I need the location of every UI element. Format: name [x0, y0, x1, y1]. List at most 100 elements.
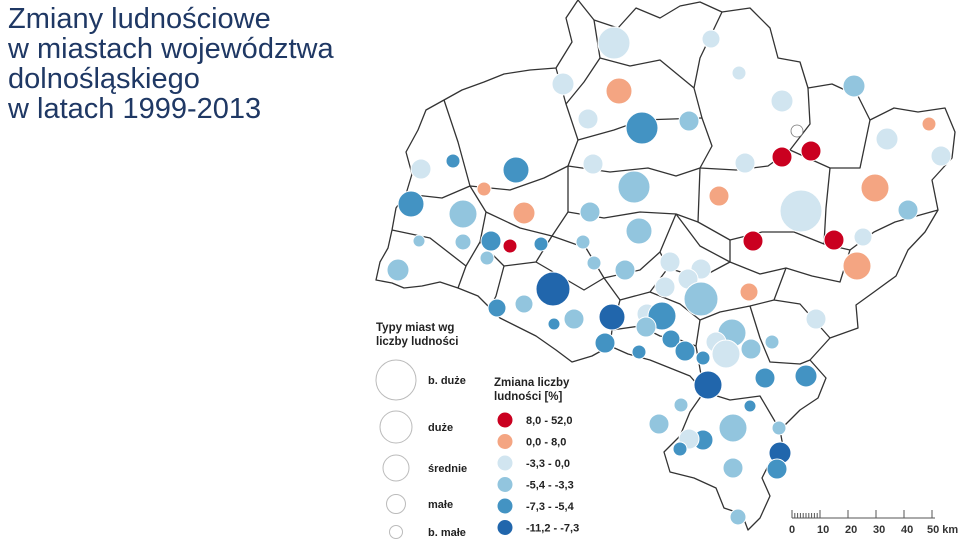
city-marker [823, 229, 845, 251]
legend-change-label: 8,0 - 52,0 [526, 415, 572, 427]
city-marker [930, 145, 952, 167]
city-marker [718, 413, 748, 443]
legend-change-swatch [496, 411, 514, 429]
legend-size-label: małe [428, 499, 453, 511]
city-marker [673, 397, 689, 413]
city-marker [454, 233, 472, 251]
city-marker [577, 108, 599, 130]
city-marker [794, 364, 818, 388]
legend-change-title-line: ludności [%] [494, 391, 563, 403]
legend-change-title-line: Zmiana liczby [494, 377, 570, 389]
city-marker [386, 258, 410, 282]
map-title-line: w latach 1999-2013 [8, 93, 262, 125]
map-title: Zmiany ludnościowe w miastach województw… [8, 4, 334, 124]
voivodeship-outline [375, 0, 956, 531]
legend-size-label: b. duże [428, 375, 466, 387]
legend-size-symbol-very-large [375, 359, 417, 401]
city-marker [766, 458, 788, 480]
scale-label: 40 [901, 524, 913, 536]
city-marker [779, 189, 823, 233]
city-marker [635, 316, 657, 338]
county-border [567, 11, 723, 177]
county-border [535, 261, 605, 291]
legend-change-label: -11,2 - -7,3 [526, 523, 579, 535]
city-marker [598, 303, 626, 331]
legend-change-swatch [496, 433, 514, 450]
city-marker [654, 276, 676, 298]
city-marker [683, 281, 719, 317]
city-marker [512, 201, 536, 225]
city-marker [514, 294, 534, 314]
city-marker [742, 230, 764, 252]
city-marker [739, 282, 759, 302]
city-marker [605, 77, 633, 105]
city-marker [575, 234, 591, 250]
city-marker [771, 146, 793, 168]
county-border [565, 19, 601, 105]
city-marker [770, 89, 794, 113]
city-marker [631, 344, 647, 360]
city-marker [582, 153, 604, 175]
city-marker [625, 111, 659, 145]
city-marker [800, 140, 822, 162]
legend-change-label: -3,3 - 0,0 [526, 458, 570, 470]
map-title-line: Zmiany ludnościowe [8, 3, 271, 35]
city-marker [695, 350, 711, 366]
city-marker [708, 185, 730, 207]
city-marker [711, 339, 741, 369]
scale-label: 30 [873, 524, 885, 536]
legend-size-title-line: Typy miast wg [376, 322, 454, 334]
county-border [675, 213, 731, 263]
city-marker [678, 110, 700, 132]
city-marker [625, 217, 653, 245]
city-marker [764, 334, 780, 350]
city-marker [842, 251, 872, 281]
city-marker [579, 201, 601, 223]
city-marker [535, 271, 571, 307]
city-marker [487, 298, 507, 318]
legend-size-symbol-medium [382, 454, 410, 482]
county-border [599, 57, 695, 89]
map-title-line: dolnośląskiego [8, 63, 200, 95]
city-marker [502, 238, 518, 254]
legend-city-size: Typy miast wg liczby ludności b. duże du… [375, 322, 467, 539]
city-marker [448, 199, 478, 229]
legend-size-title-line: liczby ludności [376, 336, 458, 348]
city-marker [754, 367, 776, 389]
city-marker [563, 308, 585, 330]
legend-population-change: Zmiana liczby ludności [%] 8,0 - 52,0 0,0… [494, 377, 579, 536]
city-marker [412, 234, 426, 248]
city-marker [729, 508, 747, 526]
city-marker [410, 158, 432, 180]
city-marker [842, 74, 866, 98]
legend-size-symbol-large [379, 410, 413, 444]
city-marker [672, 441, 688, 457]
county-border [749, 305, 811, 365]
city-marker [445, 153, 461, 169]
city-marker [674, 340, 696, 362]
city-marker [480, 230, 502, 252]
city-marker [897, 199, 919, 221]
legend-change-label: 0,0 - 8,0 [526, 437, 566, 449]
city-marker [701, 29, 721, 49]
city-marker [397, 190, 425, 218]
legend-change-label: -5,4 - -3,3 [526, 480, 574, 492]
city-marker [551, 72, 575, 96]
scale-label: 0 [789, 524, 795, 536]
county-border [823, 167, 831, 245]
map-title-line: w miastach województwa [8, 33, 334, 65]
city-marker [860, 173, 890, 203]
city-marker [875, 127, 899, 151]
legend-change-swatch [496, 519, 514, 536]
city-marker [921, 116, 937, 132]
city-marker [614, 259, 636, 281]
city-marker [661, 329, 681, 349]
legend-change-swatch [496, 454, 514, 472]
city-marker [502, 156, 530, 184]
city-marker [617, 170, 651, 204]
city-marker [476, 181, 492, 197]
city-marker [853, 227, 873, 247]
legend-size-label: b. małe [428, 527, 466, 539]
city-marker [594, 332, 616, 354]
